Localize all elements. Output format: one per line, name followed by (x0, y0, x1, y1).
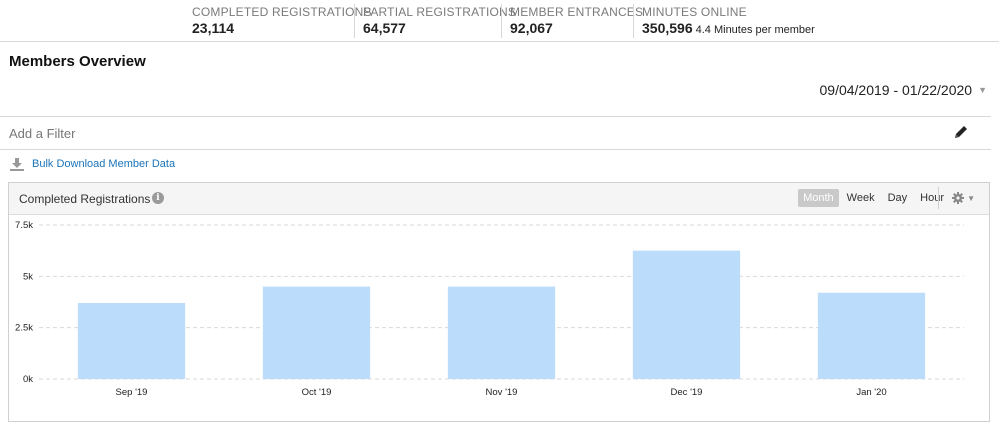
chart-panel: Completed Registrations i Month Week Day… (8, 182, 990, 422)
x-tick-label: Sep '19 (116, 387, 148, 398)
chevron-down-icon: ▼ (967, 193, 975, 203)
chart-header: Completed Registrations i Month Week Day… (9, 183, 989, 215)
filter-placeholder: Add a Filter (9, 126, 76, 141)
stat-value: 350,596 4.4 Minutes per member (642, 19, 815, 39)
filter-bar[interactable]: Add a Filter (0, 116, 991, 150)
tab-month[interactable]: Month (798, 189, 839, 207)
stat-partial-registrations: PARTIAL REGISTRATIONS 64,577 (354, 4, 516, 38)
stat-completed-registrations: COMPLETED REGISTRATIONS 23,114 (184, 6, 372, 37)
bar[interactable] (447, 286, 556, 379)
stat-label: MINUTES ONLINE (642, 5, 747, 19)
tab-week[interactable]: Week (846, 192, 875, 204)
info-icon[interactable]: i (152, 192, 164, 204)
x-tick-label: Jan '20 (856, 387, 886, 398)
stat-label: PARTIAL REGISTRATIONS (363, 5, 517, 19)
stat-value: 64,577 (363, 20, 406, 36)
y-tick-label: 0k (23, 374, 33, 385)
x-tick-label: Dec '19 (671, 387, 703, 398)
date-range-value: 09/04/2019 - 01/22/2020 (819, 82, 973, 98)
tab-hour[interactable]: Hour (920, 192, 944, 204)
bar[interactable] (262, 286, 371, 379)
tab-divider (938, 187, 939, 209)
download-icon (10, 158, 24, 171)
tab-day[interactable]: Day (887, 192, 908, 204)
stats-bar: COMPLETED REGISTRATIONS 23,114 PARTIAL R… (0, 0, 999, 42)
y-tick-label: 7.5k (15, 220, 33, 231)
granularity-tabs: Month Week Day Hour (795, 188, 949, 208)
stat-sub: 4.4 Minutes per member (695, 24, 815, 36)
stat-value: 23,114 (192, 20, 235, 36)
stat-label: COMPLETED REGISTRATIONS (192, 5, 372, 19)
bar[interactable] (817, 292, 926, 379)
pencil-icon[interactable] (953, 124, 969, 140)
x-tick-label: Nov '19 (486, 387, 518, 398)
bar[interactable] (632, 250, 741, 379)
gear-icon (952, 192, 965, 204)
y-tick-label: 2.5k (15, 323, 33, 334)
bar-chart: 0k 2.5k 5k 7.5k Sep '19 Oct '19 Nov '19 Dec '19… (15, 220, 964, 398)
stat-member-entrances: MEMBER ENTRANCES 92,067 (501, 4, 643, 38)
bulk-download-button[interactable]: Bulk Download Member Data (10, 157, 175, 171)
stat-label: MEMBER ENTRANCES (510, 5, 644, 19)
date-range-picker[interactable]: 09/04/2019 - 01/22/2020 ▼ (820, 82, 988, 98)
page-title: Members Overview (9, 53, 146, 70)
y-tick-label: 5k (23, 271, 33, 282)
chart-settings-button[interactable]: ▼ (952, 192, 975, 204)
stat-value-number: 350,596 (642, 20, 693, 36)
stat-value: 92,067 (510, 20, 553, 36)
chart-title: Completed Registrations (19, 192, 151, 206)
stat-minutes-online: MINUTES ONLINE 350,596 4.4 Minutes per me… (633, 4, 815, 38)
bulk-download-link[interactable]: Bulk Download Member Data (32, 158, 176, 170)
bar[interactable] (77, 303, 186, 379)
x-tick-label: Oct '19 (302, 387, 332, 398)
chevron-down-icon: ▼ (978, 85, 987, 95)
